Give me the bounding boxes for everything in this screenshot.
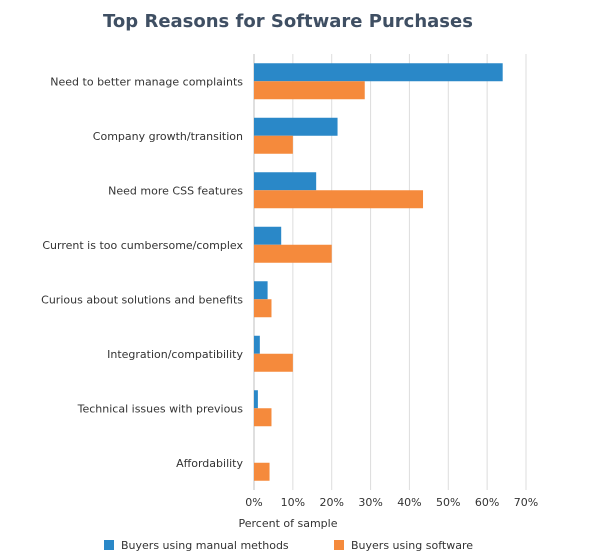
bar-manual-methods [254,226,282,245]
legend-label: Buyers using manual methods [121,539,289,552]
x-axis-title: Percent of sample [239,517,338,530]
bar-using-software [254,190,424,209]
x-tick-label: 50% [436,496,460,509]
category-label: Curious about solutions and benefits [41,293,243,306]
bar-manual-methods [254,335,260,354]
bar-using-software [254,353,293,372]
category-label: Affordability [176,457,243,470]
category-label: Need more CSS features [108,184,243,197]
category-label: Integration/compatibility [107,348,243,361]
bar-manual-methods [254,172,317,191]
bar-manual-methods [254,281,268,300]
legend: Buyers using manual methods Buyers using … [104,539,473,552]
category-label: Technical issues with previous [77,402,244,415]
x-tick-label: 0% [245,496,262,509]
bar-manual-methods [254,390,258,409]
bar-manual-methods [254,117,338,136]
bar-using-software [254,244,332,263]
category-label: Company growth/transition [93,130,243,143]
bar-using-software [254,299,272,318]
category-labels: Need to better manage complaints Company … [41,75,243,470]
x-tick-label: 20% [319,496,343,509]
bars [254,63,503,481]
chart-title: Top Reasons for Software Purchases [103,11,473,32]
bar-manual-methods [254,63,503,82]
x-tick-labels: 0% 10% 20% 30% 40% 50% 60% 70% [245,496,538,509]
x-tick-label: 40% [397,496,421,509]
category-label: Need to better manage complaints [50,75,243,88]
legend-label: Buyers using software [351,539,473,552]
legend-swatch [104,540,114,550]
x-tick-label: 10% [281,496,305,509]
bar-using-software [254,462,270,481]
x-tick-label: 60% [475,496,499,509]
legend-swatch [334,540,344,550]
bar-using-software [254,81,365,100]
x-tick-label: 70% [514,496,538,509]
x-tick-label: 30% [358,496,382,509]
category-label: Current is too cumbersome/complex [42,239,243,252]
bar-using-software [254,408,272,427]
bar-using-software [254,135,293,154]
